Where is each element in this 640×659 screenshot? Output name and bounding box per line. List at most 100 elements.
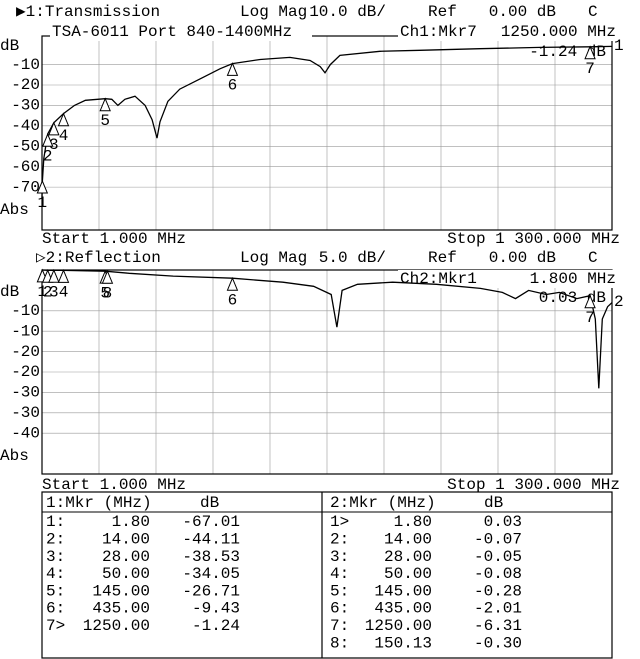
reference-marker: 2 [614,293,624,311]
marker-triangle [584,45,596,60]
marker-triangle [584,294,596,309]
marker-frequency: 50.00 [102,565,150,583]
scale: 10.0 dB/ [309,3,386,21]
y-tick-label: -40 [11,424,40,442]
table-frame [41,491,613,659]
ref-value: 0.00 dB [489,3,556,21]
marker-triangle [99,97,111,112]
marker-index: 8: [330,634,349,652]
marker-triangle [48,268,60,283]
marker-readout-bg [398,270,614,288]
marker-frequency: 1.80 [394,513,432,531]
marker-label: 4 [59,127,69,145]
marker-label: 2 [43,147,53,165]
marker-index: 7: [330,617,349,635]
marker-label: 7 [585,60,595,78]
marker-value: -2.01 [474,600,522,618]
marker-frequency: 50.00 [384,565,432,583]
plot-frame [41,269,613,475]
note-bg [50,23,312,41]
y-bottom-label: Abs [0,447,29,465]
marker-triangle [101,269,114,284]
marker-triangle [226,62,239,76]
y-bottom-label: Abs [0,201,29,219]
y-tick-label: -30 [11,404,40,422]
marker-frequency: 28.00 [384,548,432,566]
ref-label: Ref [428,249,457,267]
y-tick-label: -20 [11,343,40,361]
y-unit-label: dB [0,283,19,301]
marker-frequency: 145.00 [374,582,432,600]
marker-value: -0.07 [474,531,522,549]
marker-index: 4: [330,565,349,583]
reference-marker: 1 [614,37,624,55]
marker-index: 3: [46,548,65,566]
scale: 5.0 dB/ [319,249,386,267]
marker-triangle [41,132,54,147]
trace [41,45,613,198]
marker-value: -44.11 [182,531,240,549]
marker-label: 1 [38,194,48,212]
marker-value: -26.71 [182,582,240,600]
marker-readout-bg [398,23,614,41]
stop-label: Stop 1 300.000 MHz [447,230,620,248]
marker-label: 6 [228,291,238,309]
marker-index: 1: [46,513,65,531]
marker-frequency: 1250.00 [83,617,150,635]
marker-label: 7 [585,309,595,327]
marker-value: -67.01 [182,513,240,531]
start-label: Start 1.000 MHz [42,476,186,494]
marker-label: 4 [59,284,69,302]
flag: C [588,3,598,21]
marker-label: 2 [43,284,53,302]
marker-triangle [57,112,70,127]
marker-index: 2: [330,531,349,549]
marker-label: 5 [100,112,110,130]
marker-label: 5 [100,284,110,302]
marker-frequency: 1.80 [112,513,150,531]
format: Log Mag [240,3,307,21]
marker-label: 3 [49,136,59,154]
marker-frequency: 435.00 [374,600,432,618]
marker-frequency: 150.13 [374,634,432,652]
marker-label: 8 [103,284,113,302]
ref-value: 0.00 dB [489,249,556,267]
table-title: 2:Mkr (MHz) [330,494,436,512]
table-unit: dB [200,494,219,512]
active-frequency: 1250.000 MHz [501,23,616,41]
marker-index: 6: [46,600,65,618]
marker-frequency: 1250.00 [365,617,432,635]
marker-index: 5: [46,582,65,600]
marker-value: -38.53 [182,548,240,566]
marker-label: 1 [38,283,48,301]
active-value: 0.03 dB [539,289,606,307]
marker-value: -1.24 [192,617,240,635]
y-tick-label: -20 [11,363,40,381]
note: TSA-6011 Port 840-1400MHz [52,23,292,41]
marker-index: 5: [330,582,349,600]
marker-triangle [57,269,70,283]
y-tick-label: -10 [11,322,40,340]
y-tick-label: -10 [11,56,40,74]
marker-value: -34.05 [182,565,240,583]
marker-frequency: 28.00 [102,548,150,566]
marker-frequency: 145.00 [92,582,150,600]
channel-title: ▶1:Transmission [16,3,160,21]
marker-index: 6: [330,600,349,618]
active-frequency: 1.800 MHz [530,270,616,288]
marker-label: 6 [228,77,238,95]
ref-label: Ref [428,3,457,21]
y-tick-label: -60 [11,158,40,176]
y-tick-label: -30 [11,384,40,402]
y-tick-label: -10 [11,302,40,320]
channel-title: ▷2:Reflection [36,249,161,267]
marker-triangle [48,121,60,136]
y-tick-label: -20 [11,76,40,94]
marker-frequency: 14.00 [384,531,432,549]
table-unit: dB [484,494,503,512]
y-tick-label: -30 [11,97,40,115]
y-unit-label: dB [0,37,19,55]
marker-value: 0.03 [484,513,522,531]
plot-frame [41,35,613,231]
